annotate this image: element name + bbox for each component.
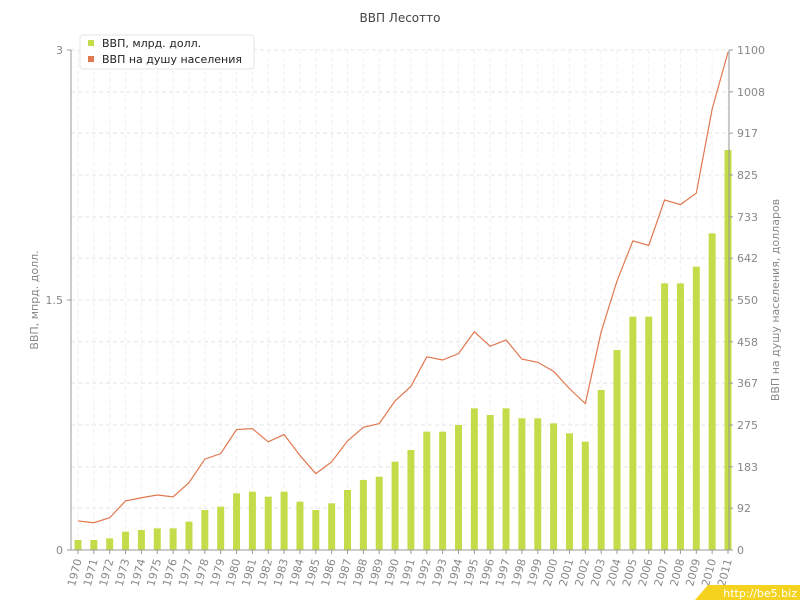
- line-series: [77, 52, 729, 524]
- y-right-tick-label: 825: [737, 169, 758, 182]
- legend-swatch-line: [88, 56, 94, 62]
- y-left-tick-label: 0: [56, 544, 63, 557]
- bar: [264, 496, 272, 550]
- series-line: [77, 52, 729, 524]
- y-right-tick-label: 1100: [737, 44, 765, 57]
- y-right-tick-label: 550: [737, 294, 758, 307]
- y-right-ticks: 0 92 183 275 367 458 550 642 733 825 917 1008 1100: [729, 44, 765, 557]
- bar: [185, 521, 193, 550]
- watermark-text: http://be5.biz: [723, 587, 797, 600]
- y-right-tick-label: 642: [737, 252, 758, 265]
- legend-box: [79, 34, 255, 70]
- bar: [344, 490, 352, 550]
- bar: [375, 476, 383, 550]
- bar: [645, 316, 653, 550]
- bar: [391, 461, 399, 550]
- bar: [502, 408, 510, 550]
- bar: [661, 283, 669, 550]
- y-right-tick-label: 183: [737, 461, 758, 474]
- y-right-tick-label: 458: [737, 336, 758, 349]
- y-right-tick-label: 733: [737, 211, 758, 224]
- legend-label-line: ВВП на душу населения: [102, 53, 242, 66]
- bar: [233, 493, 241, 550]
- bar: [153, 528, 161, 550]
- bar: [470, 408, 478, 550]
- y-right-axis-title: ВВП на душу населения, долларов: [769, 199, 782, 401]
- legend-swatch-bar: [88, 40, 94, 46]
- y-left-axis-title: ВВП, мпрд. долл.: [28, 250, 41, 349]
- bar: [280, 491, 288, 550]
- bar: [597, 390, 605, 550]
- bar: [565, 433, 573, 550]
- bar: [122, 531, 130, 550]
- y-right-tick-label: 0: [737, 544, 744, 557]
- bar: [248, 491, 256, 550]
- bar: [550, 423, 558, 550]
- bar: [328, 503, 336, 550]
- x-ticks: 1970197119721973197419751976197719781979…: [65, 550, 735, 588]
- bar: [708, 233, 716, 551]
- watermark[interactable]: http://be5.biz: [695, 585, 800, 600]
- bar: [217, 506, 225, 550]
- bar: [724, 150, 732, 550]
- bar: [359, 480, 367, 550]
- watermark-bg: [695, 585, 800, 600]
- bar: [201, 510, 209, 550]
- bar: [423, 431, 431, 550]
- y-right-tick-label: 917: [737, 127, 758, 140]
- bar: [106, 538, 114, 550]
- bar: [74, 540, 82, 550]
- y-right-tick-label: 1008: [737, 86, 765, 99]
- y-left-ticks: 01.53: [46, 44, 71, 557]
- bar: [312, 510, 320, 550]
- legend[interactable]: ВВП, млрд. долл. ВВП на душу населения: [79, 34, 255, 70]
- bar: [137, 530, 145, 550]
- bar: [518, 418, 526, 550]
- bar: [692, 266, 700, 550]
- bar: [486, 415, 494, 550]
- bars: [74, 150, 732, 551]
- bar: [296, 501, 304, 550]
- bar: [90, 540, 98, 550]
- bar: [629, 316, 637, 550]
- y-right-tick-label: 275: [737, 419, 758, 432]
- legend-label-bar: ВВП, млрд. долл.: [102, 37, 201, 50]
- bar: [534, 418, 542, 550]
- y-right-tick-label: 92: [737, 502, 751, 515]
- bar: [613, 350, 621, 550]
- y-left-tick-label: 3: [56, 44, 63, 57]
- bar: [676, 283, 684, 550]
- bar: [439, 431, 447, 550]
- chart-title: ВВП Лесотто: [360, 11, 441, 25]
- y-right-tick-label: 367: [737, 377, 758, 390]
- y-left-tick-label: 1.5: [46, 294, 64, 307]
- bar: [581, 441, 589, 550]
- bar: [169, 528, 177, 550]
- bar: [454, 425, 462, 550]
- bar: [407, 450, 415, 550]
